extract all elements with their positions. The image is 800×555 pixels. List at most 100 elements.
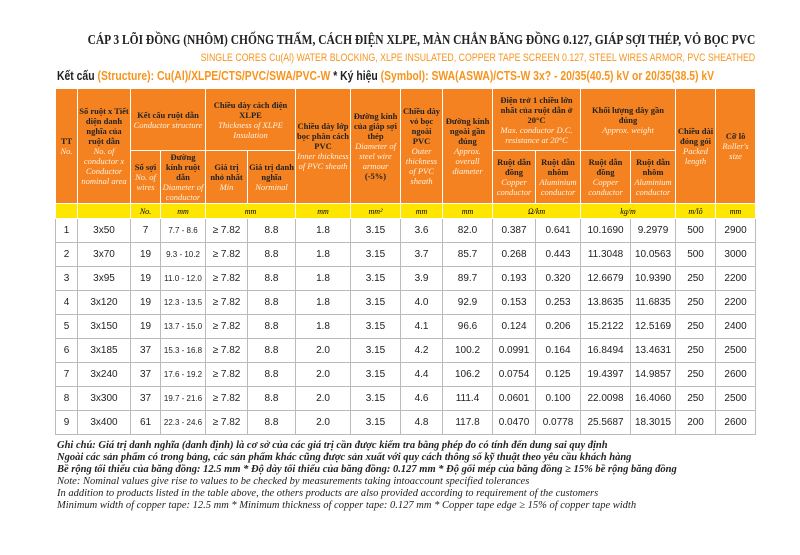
unit-cell — [77, 203, 131, 219]
spec-table: TT No. Số ruột x Tiết diện danh nghĩa của … — [55, 88, 757, 435]
unit-cell: mm² — [350, 203, 402, 219]
data-cell: 2.0 — [295, 386, 352, 411]
header-vi: Ruột dẫn nhôm — [541, 157, 575, 177]
header-cell: TT No. — [55, 88, 78, 204]
data-cell: 8.8 — [246, 266, 297, 291]
data-cell: 2.0 — [295, 338, 352, 363]
data-cell: 2600 — [715, 410, 757, 435]
header-note: (-5%) — [364, 171, 387, 181]
data-cell: 10.0563 — [630, 242, 677, 267]
header-vi: Giá trị nhỏ nhất — [210, 162, 243, 182]
data-cell: 4.2 — [400, 338, 444, 363]
data-cell: 18.3015 — [630, 410, 677, 435]
header-cell: Ruột dẫn đồng Copper conductor — [492, 150, 537, 204]
header-cell: Ruột dẫn nhôm Aluminium conductor — [535, 150, 582, 204]
header-en: No. — [60, 146, 73, 156]
header-en: Norminal — [255, 182, 288, 192]
data-cell: 11.0 - 12.0 — [160, 266, 206, 291]
data-cell: 4.6 — [400, 386, 444, 411]
data-cell: 500 — [675, 218, 717, 243]
data-cell: 19 — [130, 290, 161, 315]
data-cell: 5 — [55, 314, 78, 339]
note-line: Bề rộng tối thiểu của băng đồng: 12.5 mm… — [57, 464, 677, 475]
header-en: Max. conductor D.C. resistance at 20°C — [500, 124, 573, 145]
data-cell: 13.4631 — [630, 338, 677, 363]
header-vi: Khối lượng dây gần đúng — [592, 104, 664, 125]
header-vi: Kết cấu ruột dẫn — [137, 109, 199, 120]
data-cell: 3x150 — [77, 314, 131, 339]
data-cell: 250 — [675, 290, 717, 315]
header-vi: Chiều dày lớp bọc phân cách PVC — [297, 121, 349, 151]
header-en: No. of conductor x Conductor nominal are… — [81, 146, 127, 186]
header-en: Inner thickness of PVC sheath — [297, 151, 349, 171]
data-cell: ≥ 7.82 — [205, 242, 248, 267]
header-en: Roller's size — [722, 141, 749, 161]
data-cell: 3.15 — [350, 242, 402, 267]
note-line: In addition to products listed in the ta… — [57, 488, 599, 499]
data-cell: 0.124 — [492, 314, 537, 339]
header-cell: Giá trị nhỏ nhất Min — [205, 150, 248, 204]
data-cell: ≥ 7.82 — [205, 266, 248, 291]
header-cell: Chiều dày cách điện XLPE Thickness of XLP… — [204, 88, 297, 151]
data-cell: 12.3 - 13.5 — [160, 290, 206, 315]
unit-cell: mm — [400, 203, 444, 219]
header-vi: Chiều dài đóng gói — [677, 126, 714, 146]
title: CÁP 3 LÕI ĐỒNG (NHÔM) CHỐNG THẤM, CÁCH Đ… — [87, 33, 755, 48]
data-cell: 11.6835 — [630, 290, 677, 315]
data-cell: 0.164 — [535, 338, 582, 363]
data-cell: 0.387 — [492, 218, 537, 243]
header-vi: Ruột dẫn đồng — [497, 157, 531, 177]
header-en: Outer thickness of PVC sheath — [405, 146, 438, 186]
data-cell: 3.15 — [350, 290, 402, 315]
data-cell: 8.8 — [246, 218, 297, 243]
unit-cell: kg/m — [580, 203, 677, 219]
data-cell: 25.5687 — [580, 410, 632, 435]
data-cell: 1.8 — [295, 290, 352, 315]
header-vi: Chiều dày cách điện XLPE — [213, 99, 288, 120]
data-cell: 12.5169 — [630, 314, 677, 339]
header-vi: Chiều dày vỏ bọc ngoài PVC — [402, 106, 441, 146]
structure-label: Kết cấu — [57, 68, 95, 83]
data-cell: 19.7 - 21.6 — [160, 386, 206, 411]
data-cell: 89.7 — [442, 266, 494, 291]
data-cell: 0.253 — [535, 290, 582, 315]
data-cell: 3.15 — [350, 362, 402, 387]
data-cell: 2400 — [715, 314, 757, 339]
subtitle: SINGLE CORES Cu(Al) WATER BLOCKING, XLPE… — [200, 52, 755, 64]
header-cell: Khối lượng dây gần đúng Approx. weight — [580, 88, 677, 151]
data-cell: 250 — [675, 386, 717, 411]
unit-cell: Ω/km — [492, 203, 582, 219]
data-cell: 4 — [55, 290, 78, 315]
data-cell: 200 — [675, 410, 717, 435]
data-cell: 0.206 — [535, 314, 582, 339]
header-en: Aluminium conductor — [539, 177, 577, 197]
header-en: No. of wires — [135, 172, 156, 192]
data-cell: 4.8 — [400, 410, 444, 435]
header-en: Packed length — [683, 146, 709, 166]
data-cell: 2200 — [715, 290, 757, 315]
data-cell: 3 — [55, 266, 78, 291]
data-row: 7 3x240 37 17.6 - 19.2 ≥ 7.82 8.8 2.0 3.15 4.4 10… — [55, 362, 757, 387]
unit-cell — [55, 203, 78, 219]
data-cell: 0.0778 — [535, 410, 582, 435]
header-cell: Giá trị danh nghĩa Norminal — [246, 150, 297, 204]
data-cell: 8.8 — [246, 242, 297, 267]
data-cell: 3000 — [715, 242, 757, 267]
structure-line: Kết cấu (Structure): Cu(Al)/XLPE/CTS/PVC… — [57, 68, 714, 83]
note-line: Ngoài các sản phẩm có trong bảng, các sả… — [57, 452, 632, 463]
data-cell: 8.8 — [246, 290, 297, 315]
data-cell: 3x185 — [77, 338, 131, 363]
data-cell: 17.6 - 19.2 — [160, 362, 206, 387]
data-cell: 2500 — [715, 386, 757, 411]
data-cell: 0.125 — [535, 362, 582, 387]
header-en: Copper conductor — [496, 177, 532, 197]
header-vi: Ruột dẫn đồng — [588, 157, 623, 177]
header-cell: Kết cấu ruột dẫn Conductor structure — [130, 88, 206, 151]
data-cell: 3.15 — [350, 218, 402, 243]
data-row: 2 3x70 19 9.3 - 10.2 ≥ 7.82 8.8 1.8 3.15 3.7 85.7… — [55, 242, 757, 267]
data-cell: 4.4 — [400, 362, 444, 387]
data-cell: 250 — [675, 338, 717, 363]
data-cell: 3x50 — [77, 218, 131, 243]
data-row: 6 3x185 37 15.3 - 16.8 ≥ 7.82 8.8 2.0 3.15 4.2 10… — [55, 338, 757, 363]
